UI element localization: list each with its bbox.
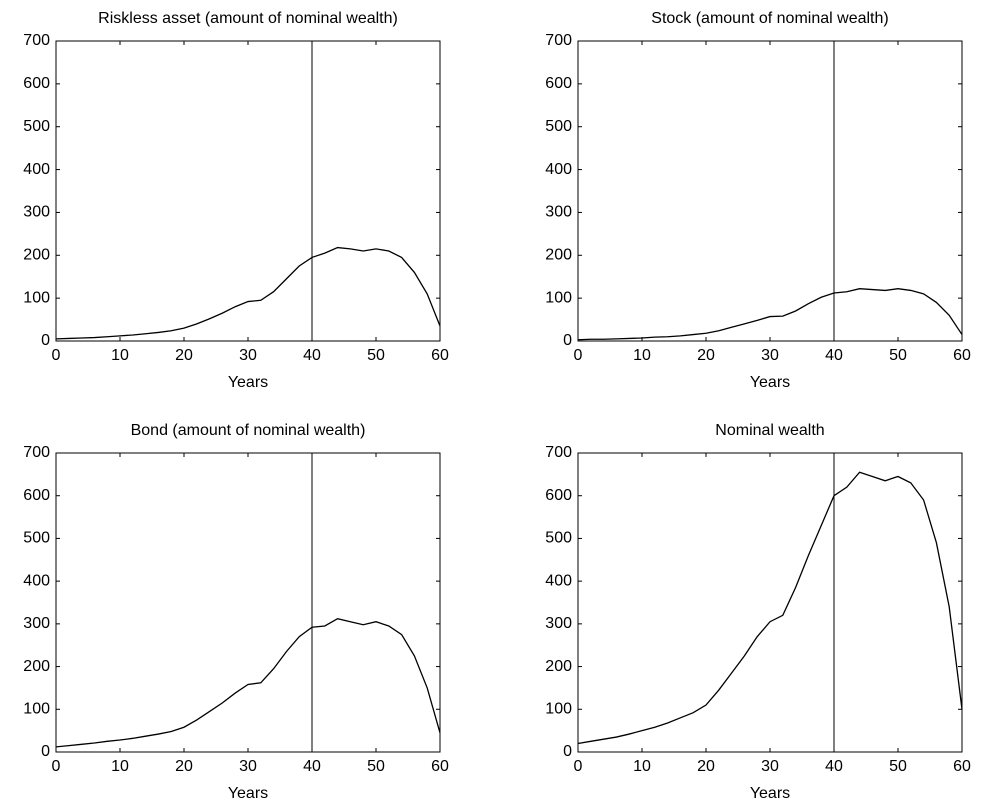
x-tick-label: 0 — [574, 758, 583, 775]
y-tick-label: 200 — [23, 658, 50, 675]
y-tick-label: 300 — [23, 615, 50, 632]
y-tick-label: 400 — [23, 572, 50, 589]
y-tick-label: 200 — [545, 247, 572, 264]
plot-frame — [55, 452, 441, 753]
y-tick-label: 500 — [545, 530, 572, 547]
y-tick-label: 600 — [23, 75, 50, 92]
chart-title: Nominal wealth — [715, 422, 824, 439]
x-tick-label: 0 — [52, 347, 61, 364]
data-line — [55, 618, 441, 748]
y-tick-label: 600 — [23, 487, 50, 504]
x-tick-label: 30 — [761, 347, 779, 364]
x-tick-label: 40 — [303, 758, 321, 775]
x-tick-label: 0 — [52, 758, 61, 775]
y-tick-label: 700 — [23, 444, 50, 461]
y-tick-label: 100 — [23, 701, 50, 718]
x-tick-label: 50 — [889, 347, 907, 364]
y-tick-label: 300 — [545, 204, 572, 221]
y-tick-label: 700 — [545, 32, 572, 49]
x-tick-label: 10 — [111, 347, 129, 364]
x-axis-label: Years — [228, 785, 268, 802]
y-tick-label: 100 — [545, 289, 572, 306]
y-tick-label: 500 — [545, 118, 572, 135]
x-tick-label: 60 — [953, 347, 971, 364]
x-tick-label: 20 — [697, 758, 715, 775]
x-tick-label: 10 — [111, 758, 129, 775]
y-tick-label: 500 — [23, 530, 50, 547]
plot-frame — [577, 40, 963, 342]
x-tick-label: 20 — [175, 347, 193, 364]
y-tick-label: 200 — [545, 658, 572, 675]
y-tick-label: 700 — [23, 32, 50, 49]
y-tick-label: 100 — [545, 701, 572, 718]
y-tick-label: 300 — [23, 204, 50, 221]
y-tick-label: 0 — [563, 332, 572, 349]
y-tick-label: 400 — [23, 161, 50, 178]
chart-title: Riskless asset (amount of nominal wealth… — [98, 10, 398, 27]
x-axis-label: Years — [750, 374, 790, 391]
x-tick-label: 0 — [574, 347, 583, 364]
x-tick-label: 40 — [825, 758, 843, 775]
y-tick-label: 0 — [563, 743, 572, 760]
x-tick-label: 30 — [239, 758, 257, 775]
x-tick-label: 60 — [953, 758, 971, 775]
x-tick-label: 30 — [239, 347, 257, 364]
data-line — [55, 246, 441, 340]
data-line — [577, 471, 963, 745]
x-tick-label: 60 — [431, 347, 449, 364]
y-tick-label: 700 — [545, 444, 572, 461]
x-tick-label: 30 — [761, 758, 779, 775]
data-line — [577, 288, 963, 341]
y-tick-label: 0 — [41, 743, 50, 760]
y-tick-label: 100 — [23, 289, 50, 306]
x-tick-label: 60 — [431, 758, 449, 775]
x-tick-label: 20 — [697, 347, 715, 364]
x-axis-label: Years — [750, 785, 790, 802]
x-tick-label: 40 — [825, 347, 843, 364]
x-tick-label: 50 — [889, 758, 907, 775]
x-axis-label: Years — [228, 374, 268, 391]
y-tick-label: 600 — [545, 75, 572, 92]
y-tick-label: 400 — [545, 572, 572, 589]
y-tick-label: 600 — [545, 487, 572, 504]
plot-frame — [55, 40, 441, 342]
chart-title: Bond (amount of nominal wealth) — [131, 422, 366, 439]
x-tick-label: 10 — [633, 347, 651, 364]
y-tick-label: 300 — [545, 615, 572, 632]
x-tick-label: 10 — [633, 758, 651, 775]
y-tick-label: 0 — [41, 332, 50, 349]
y-tick-label: 200 — [23, 247, 50, 264]
x-tick-label: 50 — [367, 347, 385, 364]
x-tick-label: 50 — [367, 758, 385, 775]
x-tick-label: 40 — [303, 347, 321, 364]
chart-title: Stock (amount of nominal wealth) — [651, 10, 888, 27]
x-tick-label: 20 — [175, 758, 193, 775]
plot-frame — [577, 452, 963, 753]
y-tick-label: 500 — [23, 118, 50, 135]
y-tick-label: 400 — [545, 161, 572, 178]
